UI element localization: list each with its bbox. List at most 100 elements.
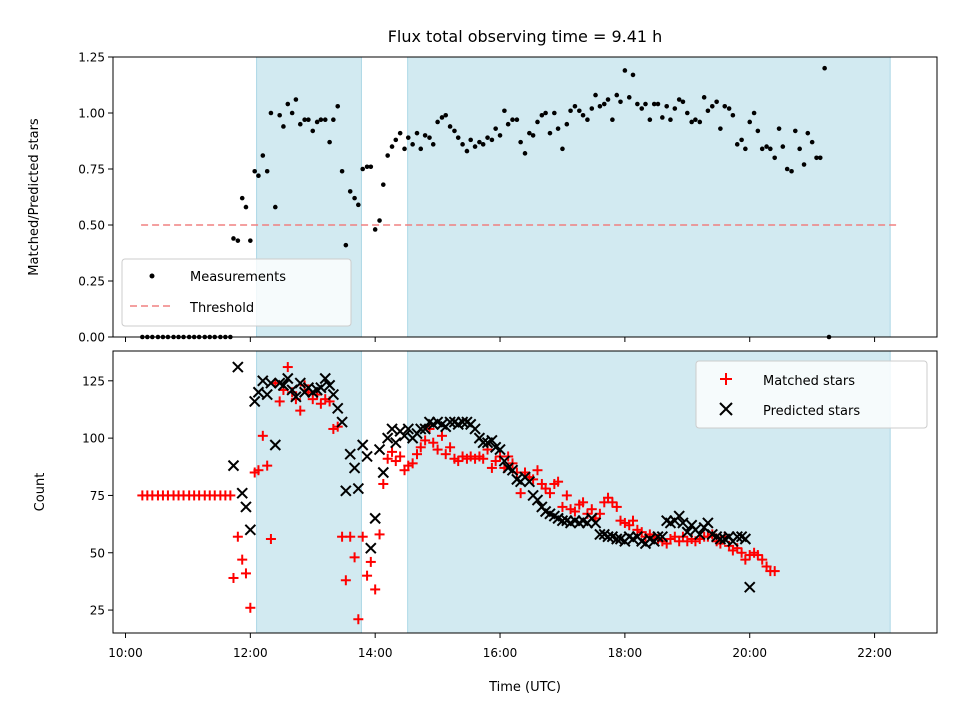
shaded-span-1 [407,56,891,338]
legend-matched-marker [720,373,732,385]
predicted-star-point [486,434,498,447]
predicted-star-point [602,531,614,543]
predicted-star-b [489,441,502,453]
measurement-point [277,112,282,118]
bottom-x-ticks: 10:00 12:00 14:00 16:00 18:00 20:00 22:00 [108,633,892,660]
measurement-point [385,153,390,158]
predicted-star-b [577,514,589,527]
predicted-star-b [673,510,685,522]
predicted-star-point [236,487,248,499]
predicted-star-b [390,437,402,449]
x-tick-label: 18:00 [608,646,643,660]
predicted-star-b [352,482,365,495]
predicted-star-point [340,485,352,497]
measurement-point [285,101,291,107]
measurement-point [364,164,370,170]
matched-star-point [403,460,414,471]
measurement-point [243,204,249,210]
measurement-point [660,115,665,120]
legend-measurements-marker [149,273,155,279]
measurement-point [651,101,657,107]
predicted-star-b [611,533,623,545]
measurement-point [514,117,520,123]
predicted-star-b [589,517,602,529]
predicted-star-point [739,533,752,545]
predicted-star-point [506,464,519,476]
matched-star-point [395,451,406,462]
top-shaded-spans [256,56,891,338]
measurement-point [739,137,744,143]
measurement-point [248,238,253,243]
predicted-star-point [494,443,506,456]
predicted-star-point [232,361,244,373]
predicted-star-b [644,533,656,545]
predicted-star-point [290,391,302,403]
predicted-star-b [431,416,444,428]
matched-star-point [245,602,256,613]
y-tick-label: 1.00 [78,107,105,121]
predicted-star-point [469,423,481,435]
y-tick-label: 0.00 [78,331,105,345]
predicted-star-b [415,423,427,435]
measurement-point [535,119,540,125]
matched-star-point [412,449,423,460]
top-legend: Measurements Threshold [121,258,352,327]
measurement-point [327,139,332,145]
measurement-point [610,117,615,123]
predicted-star-point [673,510,685,522]
matched-star-point [362,570,373,581]
predicted-star-point [365,542,377,554]
measurement-point [743,146,748,152]
measurement-point [572,103,578,109]
legend-measurements-label: Measurements [190,270,286,285]
y-tick-label: 1.25 [78,51,105,65]
measurement-point [601,101,607,107]
measurement-point [792,128,798,134]
predicted-star-b [614,533,627,545]
measurement-point [564,121,570,127]
predicted-star-b [494,443,506,456]
measurement-point [664,103,670,109]
measurement-point [714,99,719,105]
predicted-star-point [652,531,664,543]
predicted-star-b [556,514,569,527]
measurement-point [555,126,561,131]
measurement-point [331,117,336,123]
measurement-point [397,130,403,136]
matched-star-point [328,423,339,434]
predicted-star-b [531,494,544,506]
predicted-star-b [344,448,356,460]
matched-star-point [478,453,489,464]
predicted-star-b [602,531,614,543]
measurement-point [306,117,311,123]
predicted-star-b [548,510,561,522]
measurement-point [352,195,357,201]
measurement-point [360,166,365,172]
predicted-star-b [469,423,481,435]
measurement-point [497,133,503,138]
predicted-star-b [552,512,564,525]
measurement-point [772,155,777,161]
matched-star-point [528,474,539,485]
predicted-star-b [677,517,689,529]
measurement-point [455,135,461,140]
x-tick-label: 12:00 [233,646,268,660]
x-tick-label: 14:00 [358,646,393,660]
measurement-point [822,65,827,71]
predicted-star-point [344,448,356,460]
matched-star-point [228,572,239,583]
measurement-point [239,195,245,201]
predicted-star-b [294,377,306,389]
predicted-star-point [531,494,544,506]
predicted-star-b [739,533,752,545]
measurement-point [380,182,386,187]
measurement-point [427,135,432,140]
matched-star-point [382,453,393,464]
predicted-star-b [277,379,290,392]
measurement-point [776,126,782,131]
measurement-point [310,128,316,134]
measurement-point [630,72,636,78]
matched-star-point [232,531,243,542]
matched-star-point [365,556,376,567]
measurement-point [468,137,473,143]
